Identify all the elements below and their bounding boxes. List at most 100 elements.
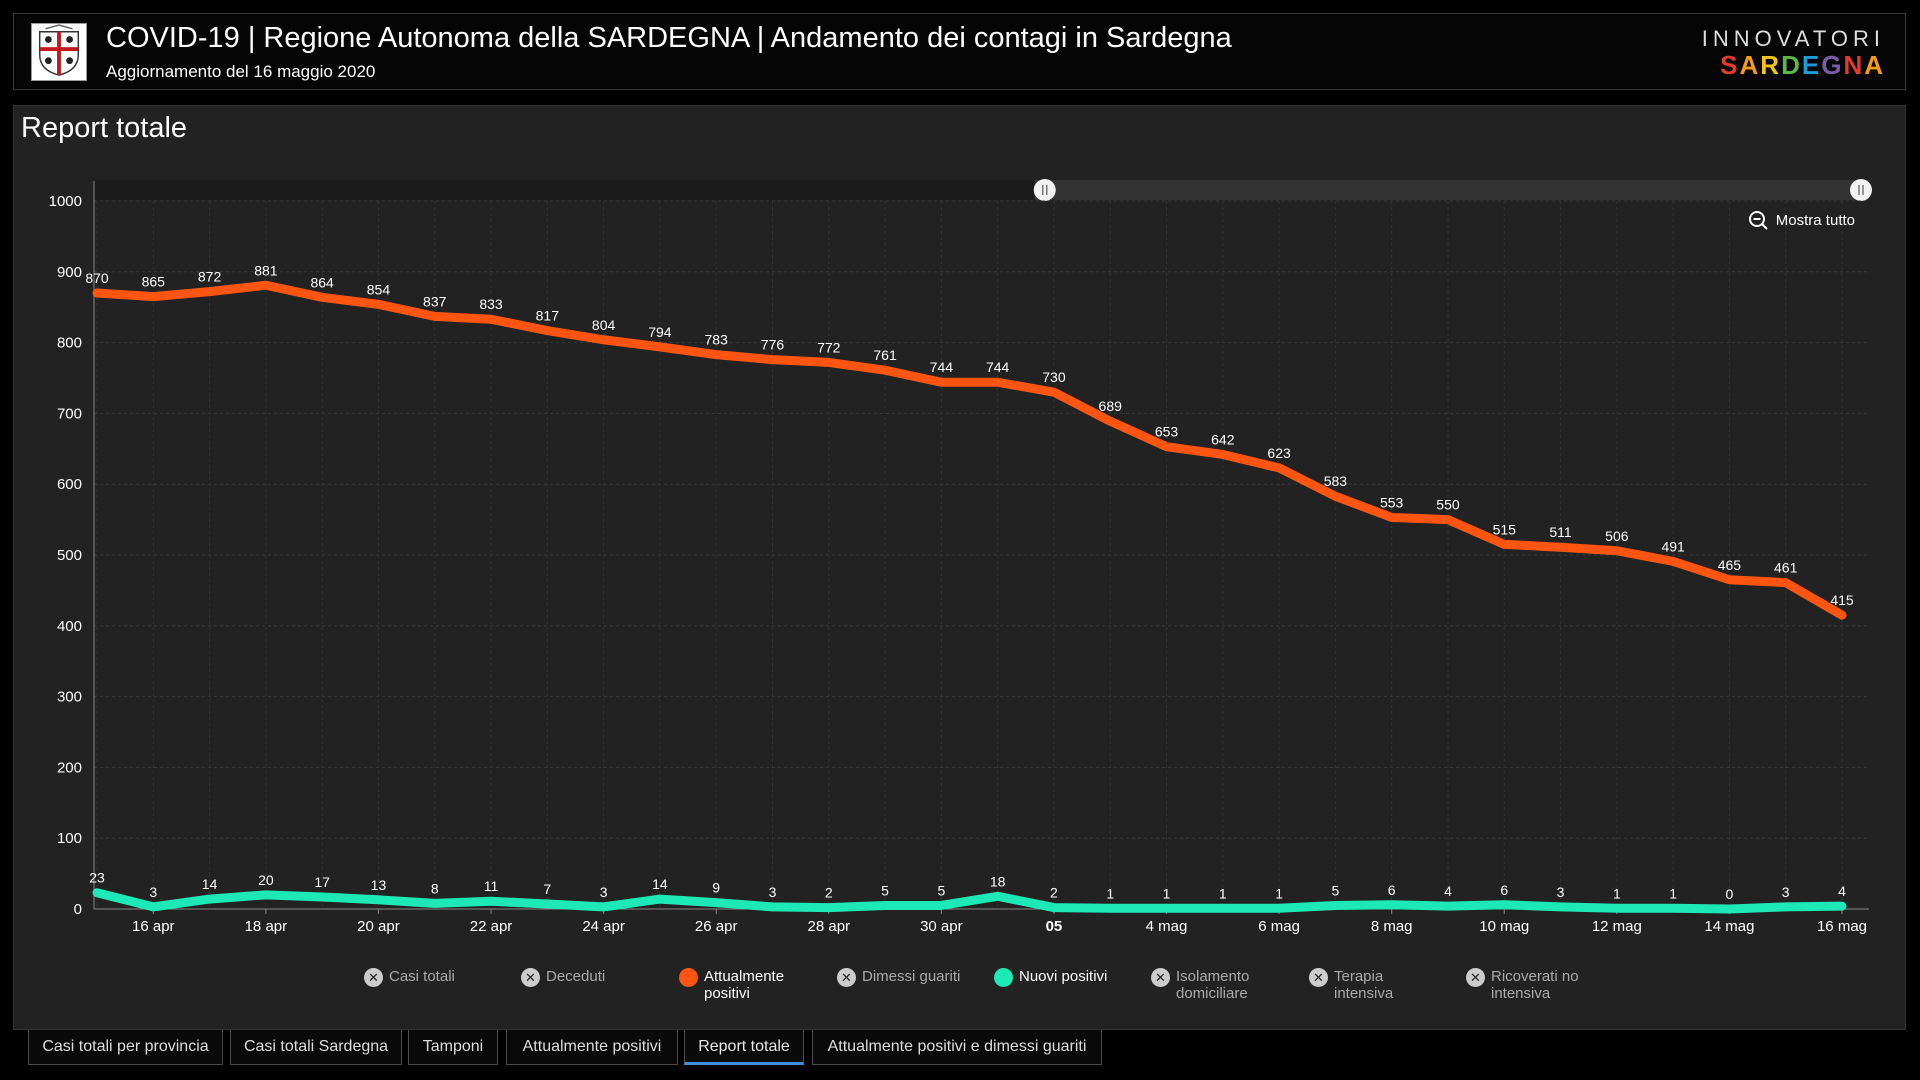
legend-item[interactable]: ✕ Isolamento domiciliare <box>1151 968 1286 1002</box>
data-label: 515 <box>1493 521 1517 537</box>
data-label: 837 <box>423 293 447 309</box>
legend-label: Casi totali <box>389 968 455 985</box>
x-tick-label: 8 mag <box>1371 918 1413 935</box>
y-tick-label: 800 <box>57 335 82 352</box>
x-tick-label: 10 mag <box>1479 918 1529 935</box>
tab-tamponi[interactable]: Tamponi <box>408 1030 498 1065</box>
tab-casi-totali-sardegna[interactable]: Casi totali Sardegna <box>230 1030 402 1065</box>
legend-label: Terapia intensiva <box>1334 968 1394 1002</box>
data-label: 18 <box>990 873 1006 889</box>
scrollbar-handle-circle <box>1033 179 1056 201</box>
data-label: 3 <box>1782 884 1790 900</box>
data-label: 854 <box>367 281 391 297</box>
logo-letter: R <box>1760 50 1782 80</box>
legend-item[interactable]: Attualmente positivi <box>679 968 814 1002</box>
data-label: 817 <box>536 308 560 324</box>
legend-item[interactable]: Nuovi positivi <box>994 968 1107 987</box>
series-line-nuovi-positivi <box>92 888 1847 914</box>
tab-casi-totali-per-provincia[interactable]: Casi totali per provincia <box>28 1030 223 1065</box>
data-point <box>490 318 493 321</box>
data-point <box>321 895 324 898</box>
data-label: 5 <box>1331 882 1339 898</box>
data-point <box>1334 904 1337 907</box>
chart-legend: ✕ Casi totali ✕ Deceduti Attualmente positiv… <box>14 968 1907 1008</box>
data-point <box>602 905 605 908</box>
data-label: 872 <box>198 269 222 285</box>
legend-label: Nuovi positivi <box>1019 968 1108 985</box>
legend-item[interactable]: ✕ Casi totali <box>364 968 455 987</box>
y-tick-label: 100 <box>57 830 82 847</box>
x-tick-label: 22 apr <box>470 918 513 935</box>
data-label: 653 <box>1155 424 1179 440</box>
data-point <box>377 303 380 306</box>
legend-item[interactable]: ✕ Deceduti <box>521 968 605 987</box>
sardinia-crest-logo <box>31 23 87 81</box>
data-point <box>996 895 999 898</box>
y-tick-label: 900 <box>57 264 82 281</box>
legend-item[interactable]: ✕ Ricoverati no intensiva <box>1466 968 1601 1002</box>
data-label: 415 <box>1830 592 1854 608</box>
data-point <box>1784 905 1787 908</box>
data-point <box>433 315 436 318</box>
data-point <box>1446 518 1449 521</box>
legend-label: Attualmente positivi <box>704 968 785 1002</box>
logo-letter: S <box>1720 50 1740 80</box>
data-label: 511 <box>1549 524 1572 540</box>
data-label: 506 <box>1605 528 1629 544</box>
data-label: 833 <box>479 296 503 312</box>
data-point <box>96 292 98 295</box>
legend-item[interactable]: ✕ Terapia intensiva <box>1309 968 1444 1002</box>
data-point <box>1278 907 1281 910</box>
data-label: 4 <box>1444 883 1452 899</box>
logo-letter: G <box>1821 50 1844 80</box>
tab-report-totale[interactable]: Report totale <box>684 1030 804 1065</box>
data-point <box>208 290 211 293</box>
data-label: 11 <box>484 878 499 894</box>
data-label: 20 <box>258 872 274 888</box>
tab-attualmente-positivi[interactable]: Attualmente positivi <box>506 1030 678 1065</box>
logo-letter: A <box>1739 50 1761 80</box>
data-point <box>827 361 830 364</box>
data-point <box>1052 391 1055 394</box>
data-label: 461 <box>1774 560 1798 576</box>
legend-label: Isolamento domiciliare <box>1176 968 1250 1002</box>
legend-label: Ricoverati no intensiva <box>1491 968 1579 1002</box>
data-point <box>490 900 493 903</box>
legend-disabled-icon: ✕ <box>837 968 856 987</box>
data-label: 870 <box>85 270 109 286</box>
legend-color-dot <box>679 968 698 987</box>
header-bar: COVID-19 | Regione Autonoma della SARDEG… <box>13 13 1906 90</box>
data-point <box>827 906 830 909</box>
data-point <box>208 898 211 901</box>
logo-letter: A <box>1864 50 1885 80</box>
data-label: 14 <box>202 876 218 892</box>
data-label: 1 <box>1163 885 1171 901</box>
data-point <box>1841 614 1843 617</box>
x-tick-label: 16 mag <box>1817 918 1867 935</box>
report-panel: 0 100 200 300 400 500 600 700 800 900 1000 16 apr 18… <box>13 105 1906 1030</box>
x-tick-label: 26 apr <box>695 918 738 935</box>
tab-attualmente-positivi-e-dimessi-guariti[interactable]: Attualmente positivi e dimessi guariti <box>812 1030 1102 1065</box>
data-point <box>433 902 436 905</box>
data-point <box>715 353 718 356</box>
y-tick-label: 700 <box>57 405 82 422</box>
zoom-reset-button[interactable]: Mostra tutto <box>1748 210 1855 230</box>
scrollbar-handle-circle <box>1850 179 1872 201</box>
legend-item[interactable]: ✕ Dimessi guariti <box>837 968 960 987</box>
zoom-out-icon <box>1748 211 1768 230</box>
data-point <box>996 381 999 384</box>
data-label: 2 <box>825 885 833 901</box>
zoom-reset-label: Mostra tutto <box>1775 211 1855 229</box>
data-point <box>1109 907 1112 910</box>
y-tick-label: 1000 <box>49 193 82 210</box>
data-point <box>1503 543 1506 546</box>
data-point <box>884 369 887 372</box>
x-tick-label: 16 apr <box>132 918 175 935</box>
data-label: 6 <box>1388 882 1396 898</box>
data-point <box>1672 907 1675 910</box>
x-tick-label: 12 mag <box>1592 918 1642 935</box>
scrollbar-handle-left[interactable] <box>1033 179 1056 201</box>
scrollbar-handle-right[interactable] <box>1850 179 1872 201</box>
data-label: 1 <box>1219 885 1227 901</box>
data-point <box>264 893 267 896</box>
